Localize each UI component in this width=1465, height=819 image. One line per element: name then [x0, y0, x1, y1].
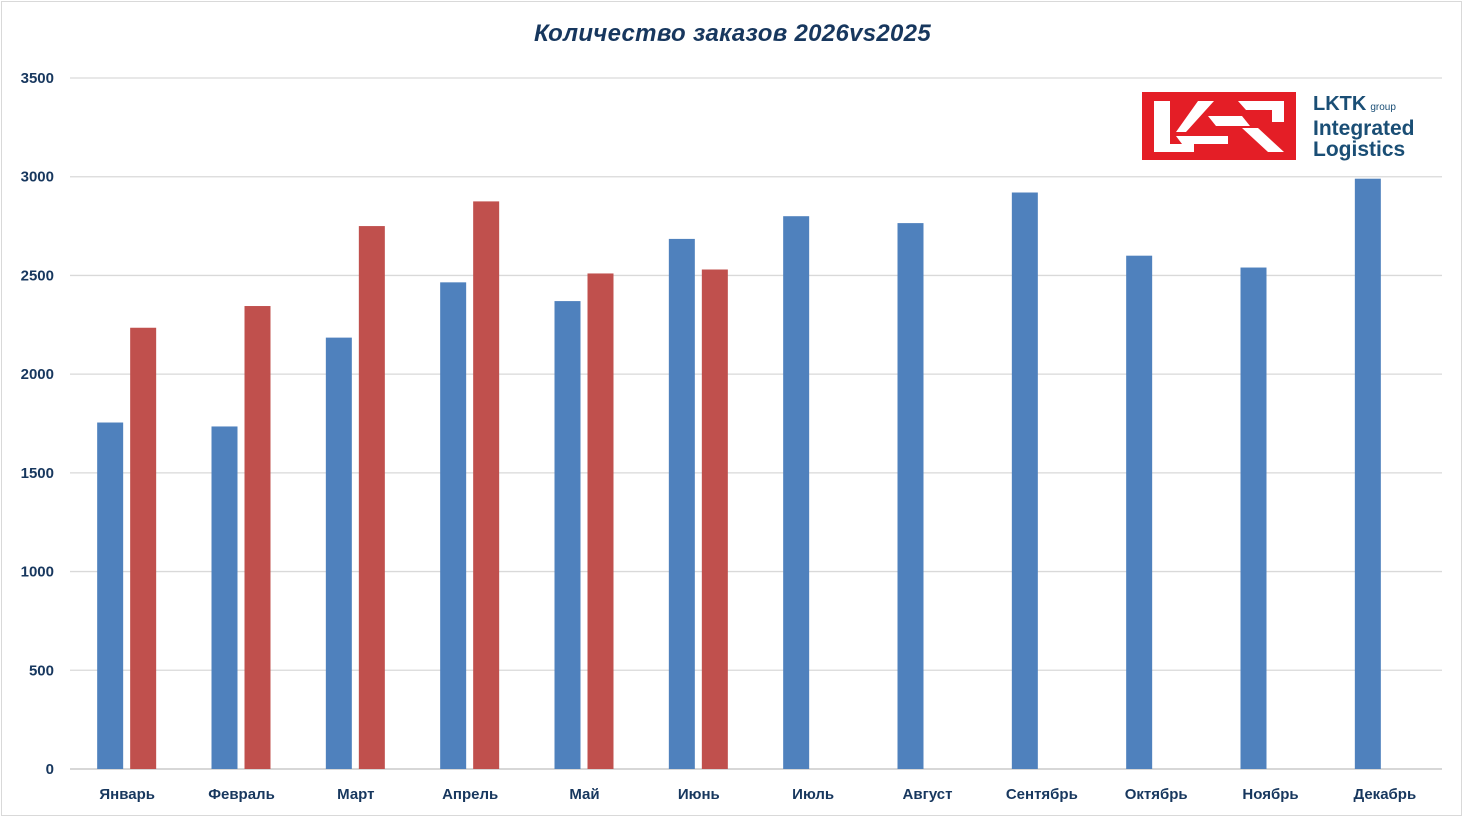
lktk-logo-mark-icon [1142, 92, 1296, 160]
bar [97, 422, 124, 769]
logo-brand-text: LKTK [1313, 93, 1367, 115]
x-category-label: Декабрь [1353, 786, 1416, 803]
chart-title: Количество заказов 2026vs2025 [534, 20, 931, 47]
company-logo: LKTK group Integrated Logistics [1142, 91, 1432, 163]
bars [97, 178, 1381, 770]
x-category-label: Июнь [678, 786, 720, 803]
y-tick-label: 2500 [21, 267, 54, 284]
bar [440, 282, 467, 769]
logo-wordmark: LKTK group Integrated Logistics [1313, 93, 1415, 161]
x-category-label: Январь [99, 786, 155, 803]
bar [1240, 267, 1267, 769]
y-tick-label: 500 [29, 662, 54, 679]
bar [1354, 178, 1381, 769]
x-category-label: Февраль [208, 786, 275, 803]
x-category-label: Март [337, 786, 374, 803]
bar [701, 269, 728, 769]
y-tick-label: 3500 [21, 70, 54, 87]
x-category-label: Ноябрь [1242, 786, 1298, 803]
bar [130, 327, 157, 769]
bar [325, 337, 352, 769]
y-tick-label: 3000 [21, 169, 54, 186]
bar [587, 273, 614, 769]
bar [783, 216, 810, 769]
bar [554, 301, 581, 769]
logo-group-text: group [1370, 102, 1396, 113]
y-axis-tick-labels: 0 500 1000 1500 2000 2500 3000 3500 [21, 70, 54, 778]
x-category-label: Июль [792, 786, 834, 803]
x-category-label: Октябрь [1125, 786, 1188, 803]
x-category-label: Сентябрь [1006, 786, 1078, 803]
bar [1011, 192, 1038, 770]
x-category-label: Апрель [442, 786, 498, 803]
y-tick-label: 1500 [21, 465, 54, 482]
bar [668, 238, 695, 769]
bar [897, 223, 924, 770]
y-tick-label: 1000 [21, 564, 54, 581]
bar [1126, 255, 1153, 769]
y-tick-label: 2000 [21, 366, 54, 383]
bar [244, 306, 271, 769]
x-category-label: Август [903, 786, 953, 803]
y-tick-label: 0 [46, 761, 54, 778]
gridlines [70, 77, 1442, 770]
bar [473, 201, 500, 770]
logo-logistics-text: Logistics [1313, 138, 1406, 161]
bar [211, 426, 238, 769]
x-axis-category-labels: Январь Февраль Март Апрель Май Июнь Июль Август… [99, 786, 1416, 803]
bar [358, 226, 385, 770]
logo-integrated-text: Integrated [1313, 117, 1415, 140]
x-category-label: Май [569, 786, 599, 803]
